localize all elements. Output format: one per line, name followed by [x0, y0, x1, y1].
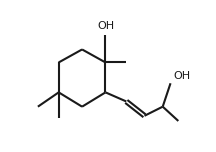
Text: OH: OH: [173, 71, 190, 81]
Text: OH: OH: [97, 21, 114, 31]
